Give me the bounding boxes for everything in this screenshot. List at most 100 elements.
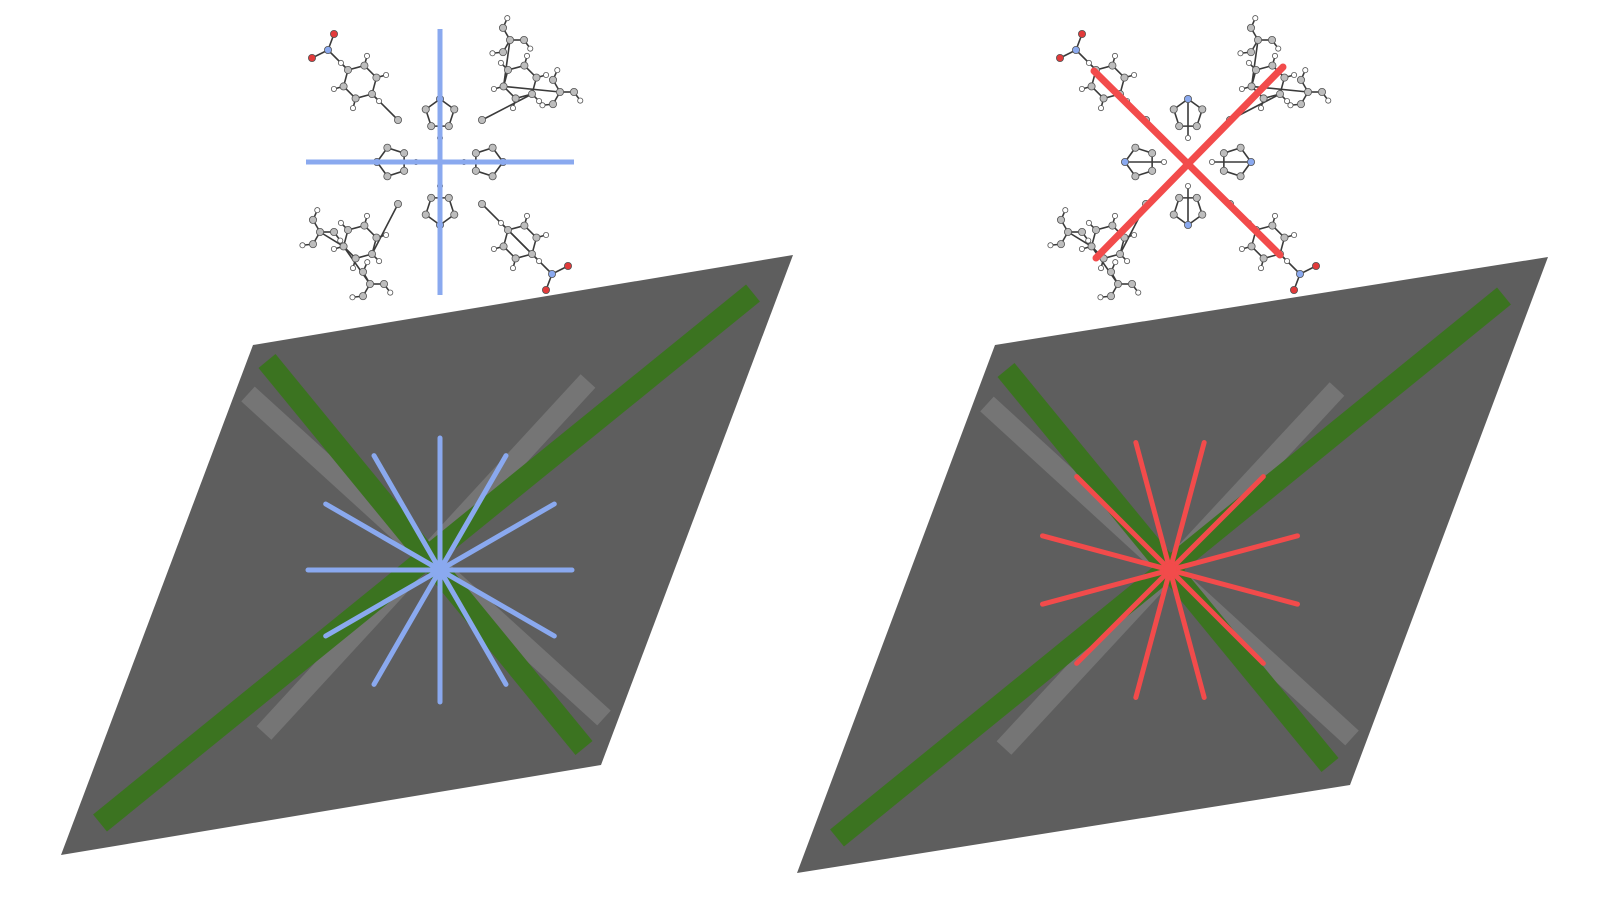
- atom: [372, 233, 381, 242]
- atom: [1078, 245, 1085, 252]
- atom: [504, 15, 511, 22]
- atom: [488, 172, 497, 181]
- atom: [1284, 98, 1291, 105]
- atom: [1175, 122, 1184, 131]
- atom: [1209, 158, 1216, 165]
- atom: [1219, 166, 1228, 175]
- atom: [1056, 54, 1065, 63]
- atom: [1245, 59, 1252, 66]
- atom: [510, 105, 517, 112]
- atom: [1198, 105, 1207, 114]
- atom: [499, 82, 508, 91]
- atom: [365, 279, 374, 288]
- bond: [481, 93, 533, 121]
- atom: [343, 65, 352, 74]
- atom: [372, 73, 381, 82]
- atom: [363, 212, 370, 219]
- atom: [393, 116, 402, 125]
- atom: [1284, 258, 1291, 265]
- atom: [308, 240, 317, 249]
- atom: [1280, 73, 1289, 82]
- atom: [1268, 36, 1277, 45]
- atom: [1175, 193, 1184, 202]
- atom: [1247, 48, 1256, 57]
- atom: [368, 250, 377, 259]
- atom: [1290, 285, 1299, 294]
- atom: [1085, 59, 1092, 66]
- atom: [1124, 258, 1131, 265]
- atom: [471, 166, 480, 175]
- atom: [1237, 50, 1244, 57]
- atom: [323, 46, 332, 55]
- atom: [1236, 143, 1245, 152]
- atom: [1135, 289, 1142, 296]
- atom: [1128, 279, 1137, 288]
- atom: [499, 242, 508, 251]
- bond: [1067, 231, 1092, 248]
- atom: [1259, 254, 1268, 263]
- atom: [1111, 52, 1118, 59]
- atom: [358, 267, 367, 276]
- atom: [471, 149, 480, 158]
- atom: [376, 98, 383, 105]
- atom: [532, 233, 541, 242]
- atom: [543, 72, 550, 79]
- atom: [383, 172, 392, 181]
- atom: [329, 227, 338, 236]
- atom: [1275, 45, 1282, 52]
- atom: [1169, 210, 1178, 219]
- atom: [1219, 149, 1228, 158]
- atom: [358, 292, 367, 301]
- atom: [339, 82, 348, 91]
- atom: [350, 265, 357, 272]
- atom: [308, 215, 317, 224]
- atom: [564, 261, 573, 270]
- atom: [450, 105, 459, 114]
- right-panel: [797, 15, 1548, 873]
- atom: [1085, 219, 1092, 226]
- atom: [1148, 149, 1157, 158]
- atom: [299, 242, 306, 249]
- atom: [536, 258, 543, 265]
- atom: [1091, 225, 1100, 234]
- atom: [1131, 72, 1138, 79]
- atom: [343, 225, 352, 234]
- right-starburst: [1039, 439, 1301, 701]
- atom: [1099, 94, 1108, 103]
- atom: [1064, 227, 1073, 236]
- atom: [1247, 157, 1256, 166]
- atom: [1252, 15, 1259, 22]
- atom: [1062, 207, 1069, 214]
- atom: [1254, 36, 1263, 45]
- bond: [1075, 49, 1097, 71]
- atom: [570, 88, 579, 97]
- atom: [542, 285, 551, 294]
- bond: [503, 85, 561, 93]
- atom: [444, 122, 453, 131]
- atom: [383, 143, 392, 152]
- atom: [1112, 259, 1119, 266]
- atom: [314, 207, 321, 214]
- atom: [1098, 265, 1105, 272]
- atom: [1259, 94, 1268, 103]
- atom: [490, 245, 497, 252]
- atom: [1107, 267, 1116, 276]
- atom: [488, 143, 497, 152]
- atom: [1247, 82, 1256, 91]
- atom: [368, 90, 377, 99]
- atom: [1185, 134, 1192, 141]
- atom: [337, 237, 344, 244]
- atom: [307, 54, 316, 63]
- atom: [1116, 250, 1125, 259]
- atom: [1078, 85, 1085, 92]
- atom: [427, 193, 436, 202]
- atom: [1198, 210, 1207, 219]
- atom: [1291, 232, 1298, 239]
- atom: [511, 94, 520, 103]
- atom: [498, 23, 507, 32]
- atom: [339, 242, 348, 251]
- atom: [1238, 245, 1245, 252]
- atom: [503, 65, 512, 74]
- atom: [400, 166, 409, 175]
- atom: [1078, 29, 1087, 38]
